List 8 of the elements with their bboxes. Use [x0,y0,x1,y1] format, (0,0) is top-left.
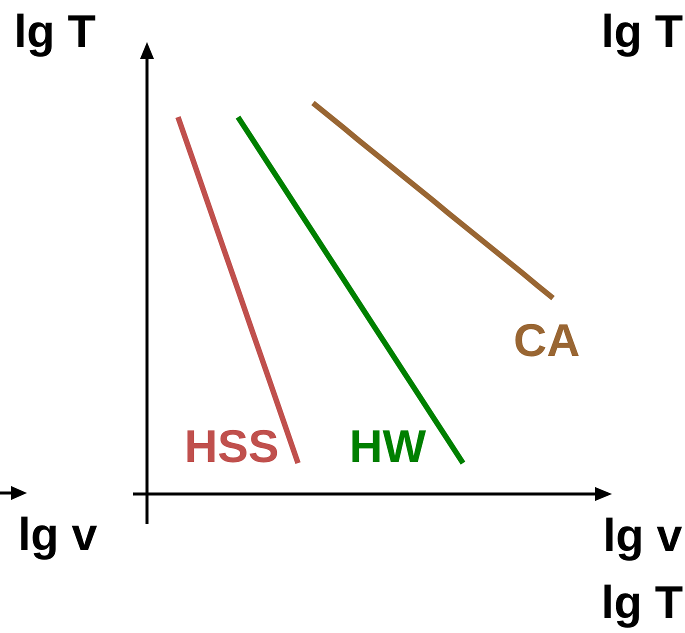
series-label: HSS [184,420,279,472]
y-axis-title: lg T [14,5,96,57]
series-label: CA [514,314,580,366]
series-label: HW [349,420,427,472]
text: lg T [601,576,683,628]
text: lg T [601,5,683,57]
text: lg v [18,508,98,560]
x-axis-title: lg v [603,509,683,561]
